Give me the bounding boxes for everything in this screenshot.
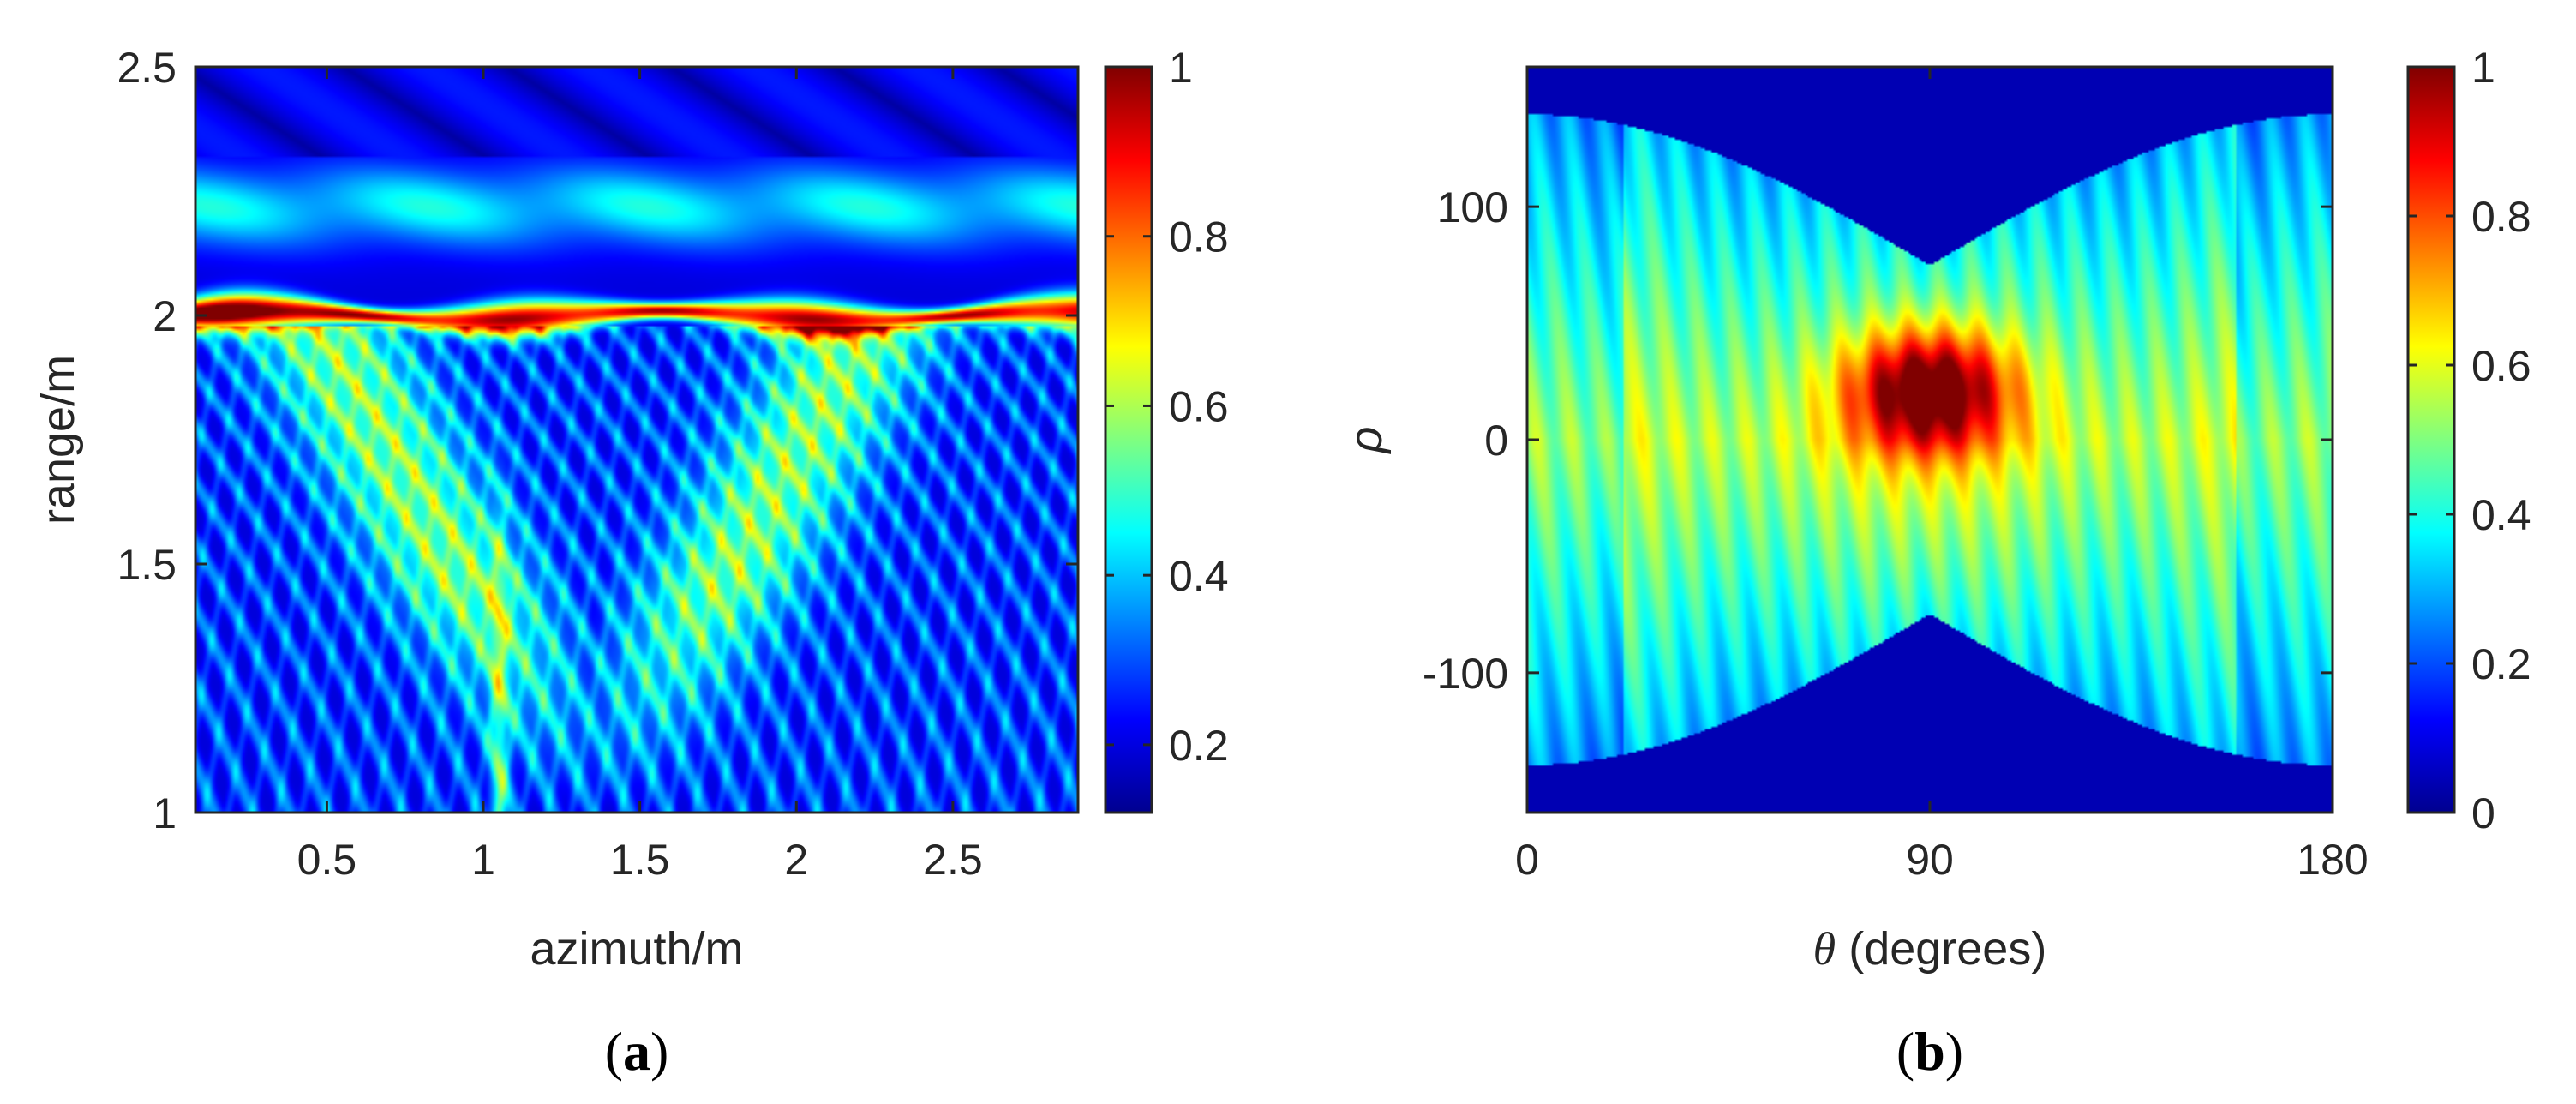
panel-b-hough-transform: 0 90 180 -100 0 100 θ (degrees) ρ 0 0.2 0.4 0.6…: [1340, 44, 2531, 1082]
panel-a-axes-box: [194, 65, 1080, 814]
panel-a-y-ticks: 1 1.5 2 2.5: [117, 44, 1078, 837]
panel-a-heatmap-image: [195, 67, 1078, 813]
x-tick-label: 0.5: [297, 836, 357, 884]
panel-b-y-ticks: -100 0 100: [1423, 183, 2333, 698]
y-tick-label: 0: [1484, 417, 1508, 465]
x-tick-label: 2: [784, 836, 808, 884]
panel-a-y-axis-label: range/m: [33, 355, 84, 525]
panel-b-y-axis-label: ρ: [1340, 427, 1392, 455]
x-tick-label: 1.5: [610, 836, 670, 884]
y-tick-label: 1.5: [117, 541, 177, 589]
panel-b-x-ticks: 0 90 180: [1515, 67, 2369, 884]
panel-b-colorbar-ticks: 0 0.2 0.4 0.6 0.8 1: [2408, 44, 2531, 837]
panel-b-caption: (b): [1896, 1021, 1963, 1082]
x-tick-label: 2.5: [923, 836, 983, 884]
panel-a-caption: (a): [605, 1021, 669, 1082]
colorbar-tick-label: 0.2: [1169, 722, 1229, 770]
colorbar-tick-label: 0.2: [2471, 640, 2531, 688]
x-tick-label: 0: [1515, 836, 1539, 884]
colorbar-tick-label: 0: [2471, 789, 2495, 837]
colorbar-tick-label: 0.8: [2471, 193, 2531, 241]
colorbar-tick-label: 1: [1169, 44, 1193, 92]
panel-a-x-axis-label: azimuth/m: [530, 923, 743, 975]
panel-a-range-azimuth: 0.5 1 1.5 2 2.5 1 1.5 2 2.5 azimuth/m range/m 0…: [33, 44, 1229, 1082]
colorbar-tick-label: 1: [2471, 44, 2495, 92]
panel-b-heatmap-image: [1527, 67, 2333, 813]
y-tick-label: -100: [1423, 650, 1508, 698]
x-tick-label: 1: [471, 836, 495, 884]
x-tick-label: 180: [2297, 836, 2368, 884]
panel-a-colorbar-ticks: 0.2 0.4 0.6 0.8 1: [1105, 44, 1229, 770]
panel-b-colorbar: [2406, 65, 2456, 814]
panel-b-x-axis-label: θ (degrees): [1813, 923, 2047, 975]
colorbar-tick-label: 0.6: [1169, 382, 1229, 430]
panel-a-x-ticks: 0.5 1 1.5 2 2.5: [297, 67, 983, 884]
y-tick-label: 2.5: [117, 44, 177, 92]
panel-a-colorbar: [1104, 65, 1153, 814]
y-tick-label: 100: [1437, 183, 1508, 231]
colorbar-tick-label: 0.6: [2471, 342, 2531, 390]
y-tick-label: 1: [153, 789, 177, 837]
y-tick-label: 2: [153, 292, 177, 340]
x-tick-label: 90: [1906, 836, 1954, 884]
colorbar-tick-label: 0.8: [1169, 213, 1229, 261]
colorbar-tick-label: 0.4: [1169, 552, 1229, 600]
colorbar-tick-label: 0.4: [2471, 491, 2531, 539]
